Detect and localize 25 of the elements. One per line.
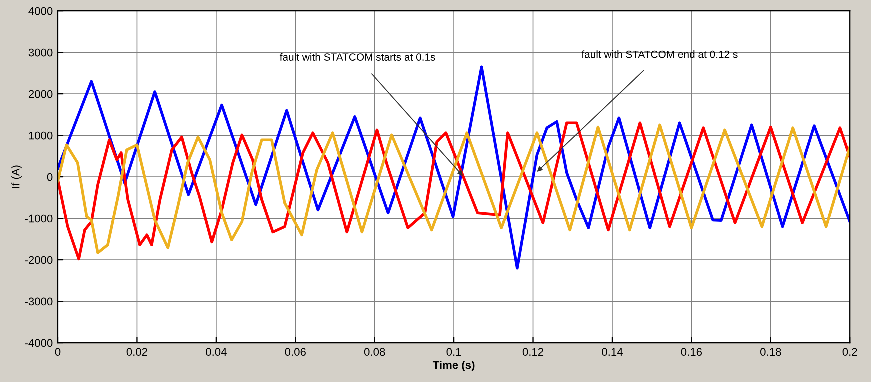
y-tick-label: -2000	[25, 256, 53, 264]
line-series	[58, 66, 850, 270]
y-tick-label: 1000	[29, 132, 53, 140]
x-tick-label: 0.02	[126, 348, 148, 356]
y-tick-label: -3000	[25, 298, 53, 306]
x-axis-title: Time (s)	[432, 361, 475, 372]
y-tick-label: 0	[47, 173, 53, 182]
y-tick-label: 4000	[28, 7, 53, 16]
y-tick-label: -1000	[25, 214, 53, 223]
x-tick-label: 0	[55, 348, 61, 356]
x-tick-label: 0.18	[760, 348, 782, 356]
annotation: fault with STATCOM end at 0.12 s	[582, 50, 738, 58]
x-tick-label: 0.16	[681, 348, 702, 356]
y-tick-label: 2000	[28, 90, 53, 98]
x-tick-label: 0.06	[285, 348, 306, 356]
x-tick-label: 0.08	[364, 348, 386, 356]
x-tick-label: 0.2	[842, 348, 858, 356]
annotation: fault with STATCOM starts at 0.1s	[280, 53, 436, 61]
x-tick-label: 0.14	[602, 348, 623, 356]
y-tick-label: 3000	[28, 48, 53, 57]
y-axis-title: If (A)	[12, 166, 22, 188]
x-tick-label: 0.12	[522, 348, 544, 356]
x-tick-label: 0.1	[446, 348, 462, 356]
x-tick-label: 0.04	[206, 348, 227, 356]
y-tick-label: -4000	[25, 339, 53, 348]
